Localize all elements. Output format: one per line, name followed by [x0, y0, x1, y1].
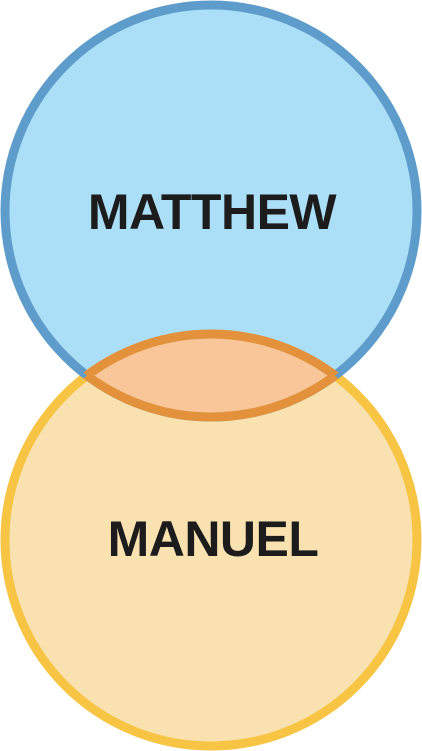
overlap-bottom-outline: [5, 329, 417, 417]
manuel-circle: [5, 334, 417, 746]
overlap-top-edge: [5, 334, 417, 422]
matthew-label: MATTHEW: [88, 184, 338, 240]
matthew-circle: [5, 5, 417, 417]
overlap-bottom-edge: [5, 329, 417, 417]
overlap-top-outline: [5, 334, 417, 422]
manuel-label: MANUEL: [108, 511, 319, 567]
